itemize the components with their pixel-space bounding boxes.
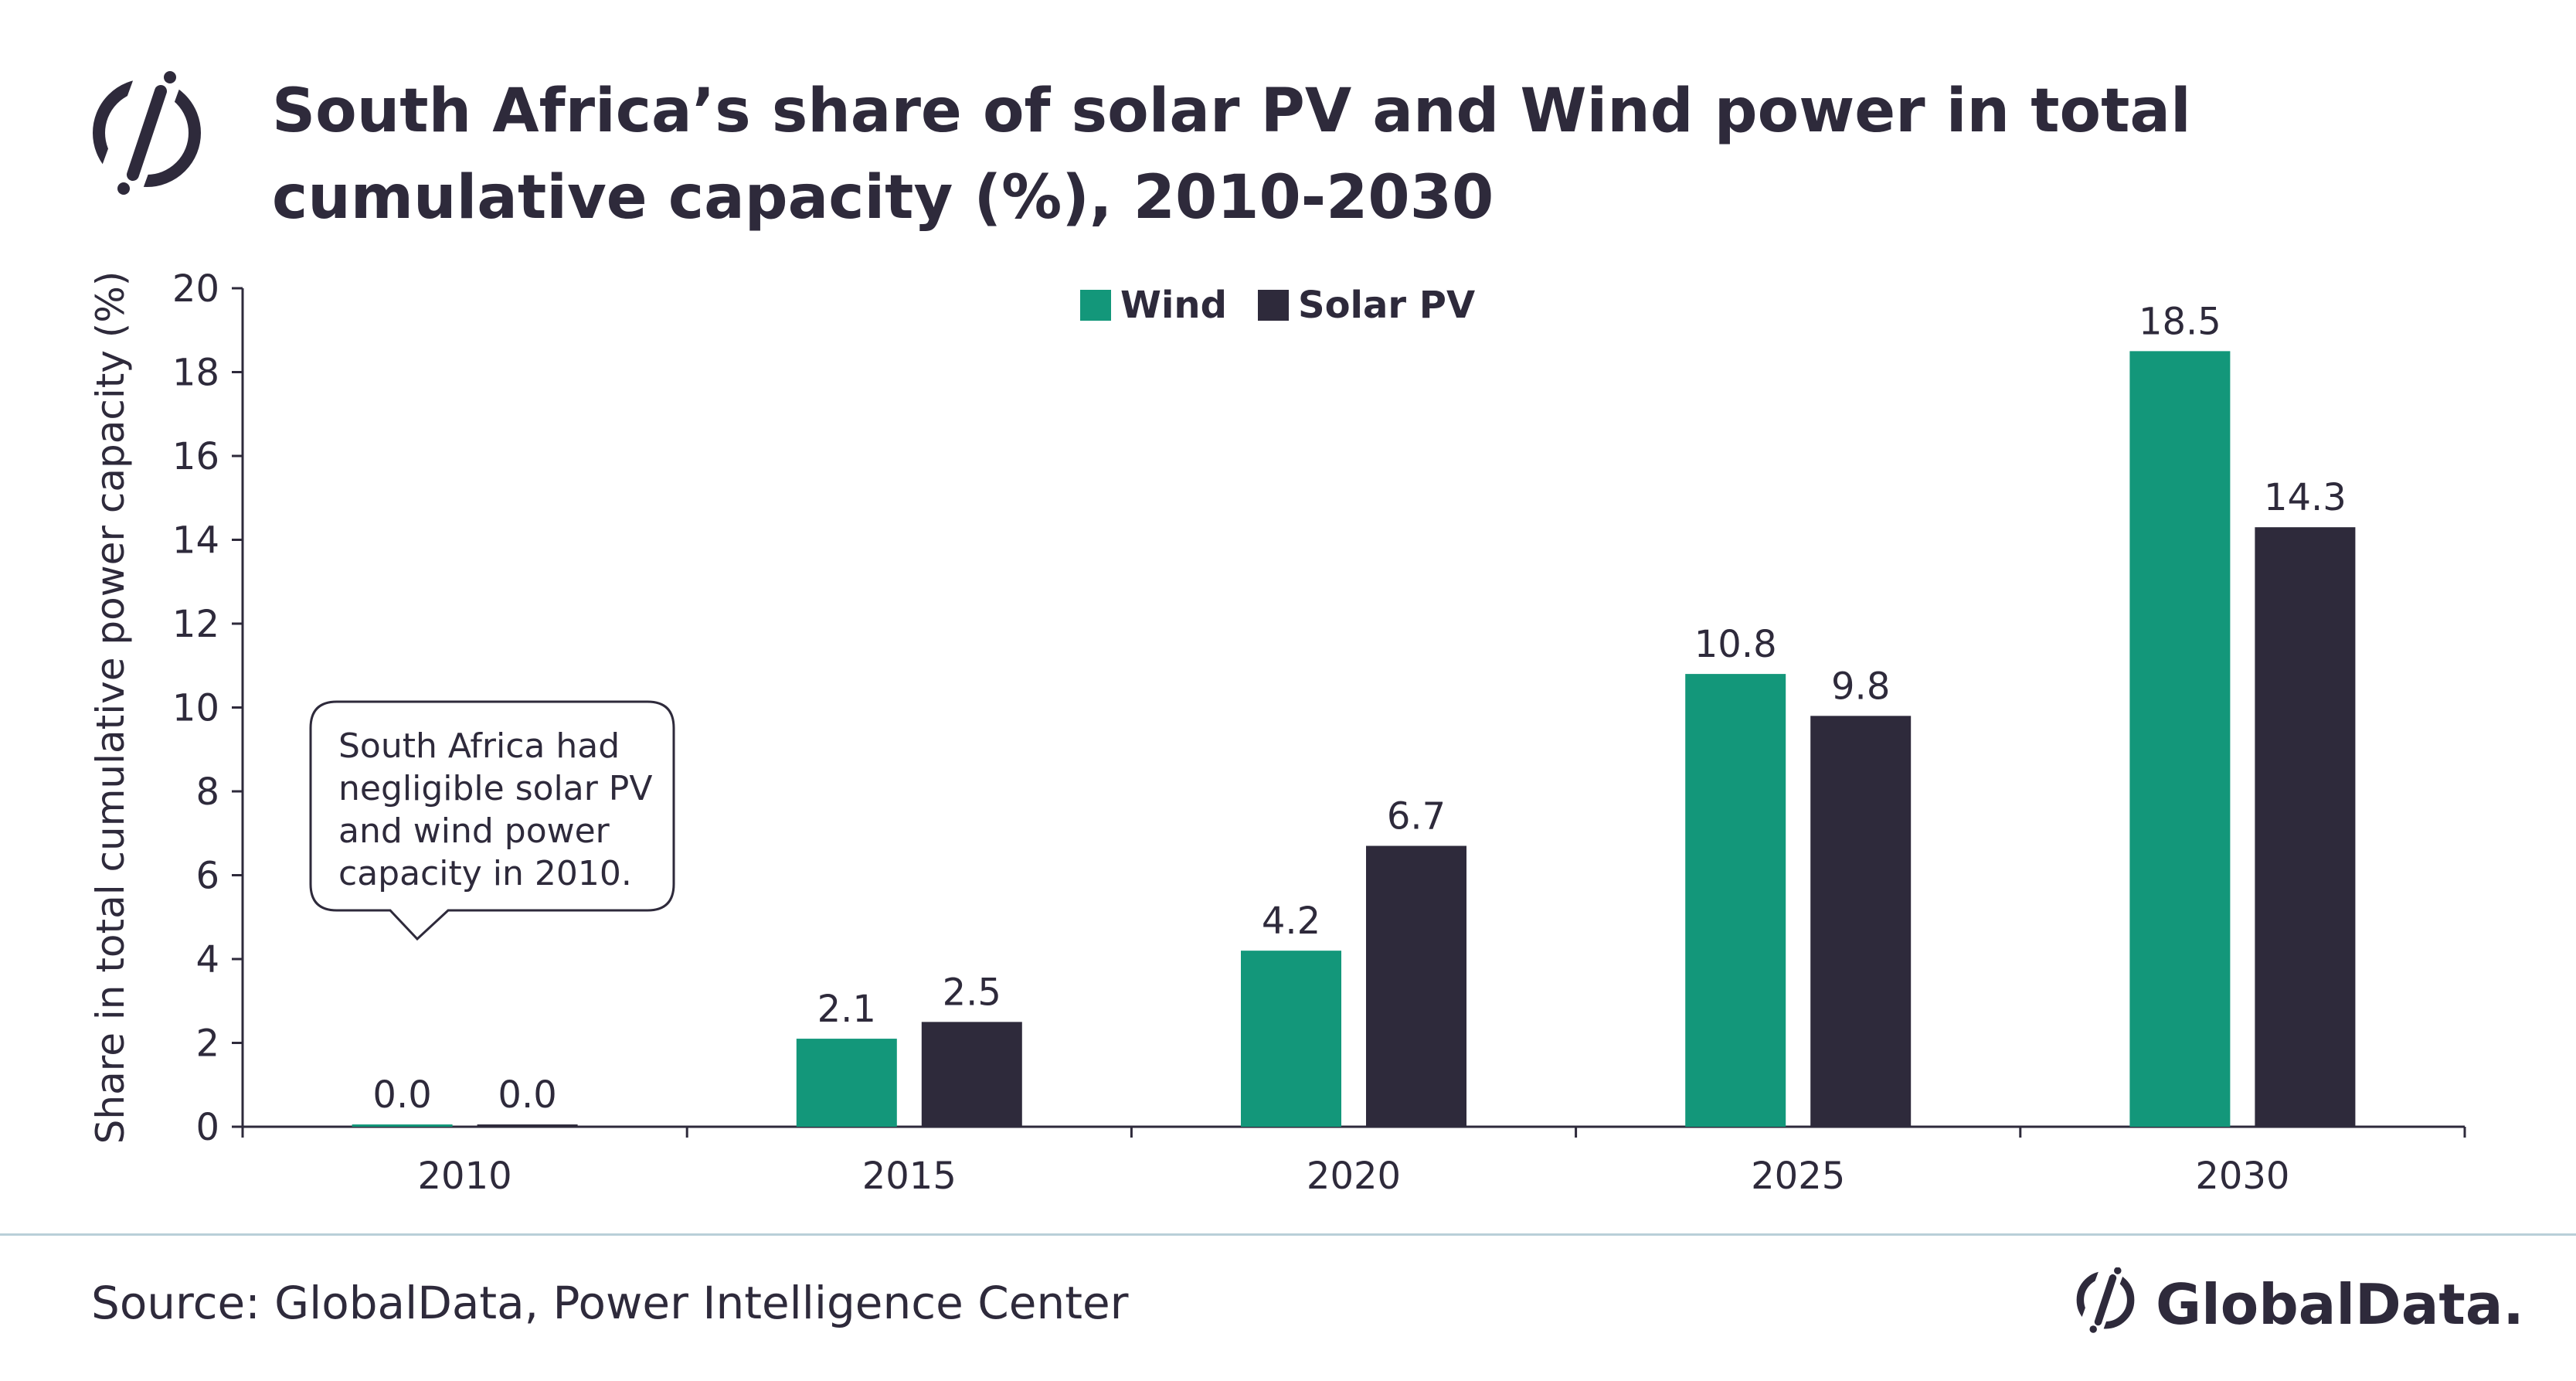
chart-legend: Wind Solar PV: [1080, 284, 1475, 327]
data-label: 2.1: [817, 988, 876, 1031]
x-tick-label: 2010: [418, 1155, 512, 1198]
globaldata-logo-icon: [93, 71, 201, 197]
brand-logo: GlobalData.: [2071, 1264, 2524, 1345]
wind-bar: [796, 1039, 897, 1127]
solar-pv-bar: [477, 1124, 578, 1127]
chart-axes: 0 2 4 6 8 10 12 14 16 18 20 Share in total cumulati…: [88, 267, 2466, 1198]
globaldata-brand-icon: [2076, 1264, 2135, 1334]
data-label: 14.3: [2264, 476, 2347, 519]
chart-bars: 0.0 0.0 2.1 2.5 4.2 6.7 10.8 9.8 18.5 14.3: [352, 300, 2356, 1127]
y-tick-label: 12: [172, 603, 219, 646]
y-tick-label: 14: [172, 519, 219, 563]
data-label: 9.8: [1831, 665, 1890, 708]
y-tick-label: 20: [172, 267, 219, 311]
data-label: 4.2: [1262, 900, 1320, 943]
callout-text-line: capacity in 2010.: [338, 854, 632, 893]
y-tick-label: 4: [195, 938, 219, 981]
wind-bar: [1685, 674, 1786, 1127]
callout-text-line: negligible solar PV: [338, 769, 652, 808]
y-tick-label: 2: [195, 1022, 219, 1066]
legend-label: Solar PV: [1298, 284, 1475, 327]
x-tick-label: 2020: [1307, 1155, 1401, 1198]
footer-divider: [0, 1233, 2576, 1236]
chart-title: South Africa’s share of solar PV and Win…: [272, 77, 2191, 233]
legend-swatch-solar-pv: [1258, 290, 1289, 321]
solar-pv-bar: [1810, 716, 1912, 1127]
wind-bar: [352, 1124, 453, 1127]
source-note: Source: GlobalData, Power Intelligence C…: [91, 1277, 1129, 1329]
solar-pv-bar: [921, 1022, 1022, 1127]
legend-label: Wind: [1120, 284, 1227, 327]
y-tick-label: 18: [172, 352, 219, 395]
solar-pv-bar: [1366, 845, 1466, 1127]
wind-bar: [2129, 351, 2231, 1127]
data-label: 18.5: [2139, 300, 2221, 343]
y-axis-title: Share in total cumulative power capacity…: [88, 271, 133, 1145]
brand-wordmark: GlobalData.: [2156, 1272, 2524, 1337]
x-tick-label: 2015: [862, 1155, 957, 1198]
y-tick-label: 10: [172, 687, 219, 730]
data-label: 6.7: [1387, 795, 1446, 838]
data-label: 2.5: [943, 971, 1001, 1014]
y-tick-label: 16: [172, 435, 219, 478]
y-tick-label: 8: [195, 770, 219, 814]
y-tick-label: 6: [195, 855, 219, 898]
y-tick-label: 0: [195, 1106, 219, 1149]
callout-bubble: [309, 700, 675, 941]
data-label: 0.0: [372, 1073, 431, 1117]
callout-text-line: South Africa had: [338, 726, 620, 766]
data-label: 10.8: [1694, 623, 1777, 666]
callout-text-line: and wind power: [338, 811, 610, 851]
solar-pv-bar: [2255, 527, 2356, 1127]
legend-swatch-wind: [1080, 290, 1111, 321]
x-tick-label: 2030: [2195, 1155, 2289, 1198]
data-label: 0.0: [498, 1073, 556, 1117]
wind-bar: [1241, 951, 1341, 1127]
x-tick-label: 2025: [1751, 1155, 1845, 1198]
